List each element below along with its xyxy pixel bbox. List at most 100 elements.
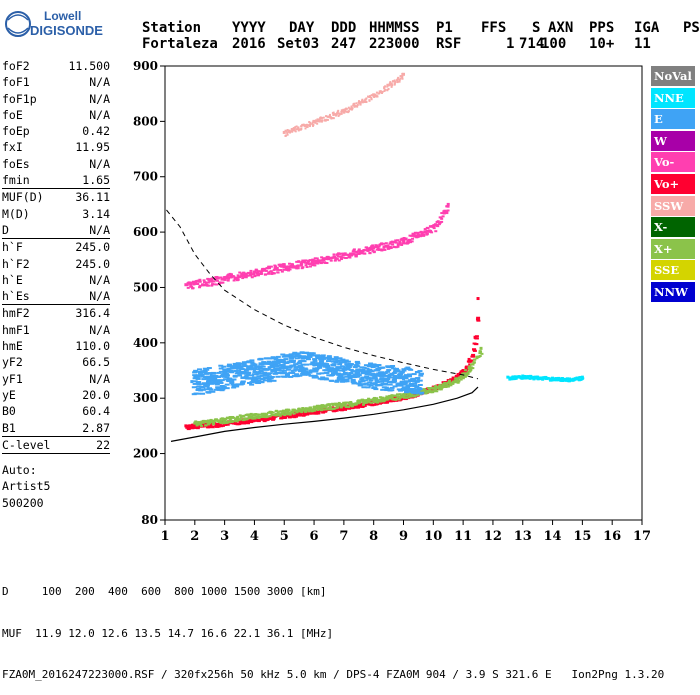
echo-mark [287,366,293,369]
x-tick-label: 1 [160,529,169,544]
echo-mark [388,242,392,245]
echo-mark [347,106,350,109]
echo-mark [283,358,289,361]
echo-mark [560,377,564,380]
echo-mark [400,243,404,246]
echo-mark [345,360,351,363]
echo-mark [264,416,268,419]
trace-point [467,357,471,361]
echo-mark [307,412,312,415]
echo-mark [319,409,323,412]
echo-mark [275,367,281,370]
echo-mark [249,364,255,367]
echo-mark [301,259,305,262]
echo-mark [304,127,307,130]
echo-mark [395,397,399,400]
echo-mark [330,256,334,259]
echo-mark [469,363,473,366]
echo-mark [328,379,334,382]
param-row: hmF2 316.4 [2,305,110,321]
echo-mark [540,378,544,381]
trace-point [416,378,420,382]
trace-point [252,413,256,417]
echo-mark [306,261,310,264]
echo-mark [302,123,305,126]
echo-mark [411,379,417,382]
echo-mark [290,128,293,131]
param-name: foEs [2,156,30,171]
echo-mark [191,280,195,283]
echo-mark [265,415,269,418]
echo-mark [396,382,402,385]
echo-mark [337,109,340,112]
echo-mark [378,374,384,377]
echo-mark [344,363,350,366]
trace-x-trace [193,346,484,427]
x-tick-label: 16 [603,529,621,544]
echo-mark [406,388,412,391]
echo-mark [295,352,301,355]
echo-mark [296,264,300,267]
echo-mark [361,98,364,101]
echo-mark [316,362,322,365]
echo-mark [314,260,318,263]
echo-mark [216,376,222,379]
echo-mark [319,116,322,119]
echo-mark [380,249,384,252]
echo-mark [203,388,209,391]
footer-distance-line: D 100 200 400 600 800 1000 1500 3000 [km… [2,585,327,599]
trace-point [223,374,227,378]
profile-solid-line [170,386,479,442]
echo-mark [211,283,215,286]
echo-mark [356,374,362,377]
echo-mark [409,382,415,385]
echo-mark [276,268,280,271]
echo-mark [334,113,337,116]
echo-mark [208,375,214,378]
echo-mark [335,405,339,408]
echo-mark [438,221,442,224]
echo-mark [352,406,357,409]
trace-point [402,393,405,397]
trace-point [402,377,405,381]
echo-mark [376,364,382,367]
echo-mark [347,254,351,257]
echo-mark [256,382,262,385]
echo-mark [213,381,219,384]
echo-mark [345,364,351,367]
echo-mark [204,420,208,423]
echo-mark [276,361,282,364]
echo-mark [265,413,269,416]
echo-mark [304,407,308,410]
echo-mark [386,85,389,88]
echo-mark [231,386,237,389]
echo-mark [242,271,246,274]
echo-mark [218,281,222,284]
echo-mark [321,357,327,360]
echo-mark [474,343,479,346]
echo-mark [272,272,276,275]
echo-mark [329,259,333,262]
echo-mark [204,424,208,427]
y-tick-label: 600 [133,225,158,239]
profile-dashed-line [166,209,479,380]
y-tick-label: 80 [141,513,158,527]
echo-mark [419,391,425,394]
echo-mark [412,233,416,236]
echo-mark [379,398,383,401]
legend-item-sse: SSE [651,260,695,281]
echo-mark [345,107,348,110]
param-separator [2,453,110,455]
echo-mark [302,408,306,411]
echo-mark [475,318,480,321]
echo-mark [302,261,306,264]
echo-mark [317,120,320,123]
echo-mark [396,79,399,82]
echo-mark [244,377,250,380]
echo-mark [295,410,299,413]
echo-mark [305,413,310,416]
echo-mark [265,267,269,270]
echo-mark [333,256,337,259]
echo-mark [568,380,572,383]
trace-nne-echo [506,374,585,383]
